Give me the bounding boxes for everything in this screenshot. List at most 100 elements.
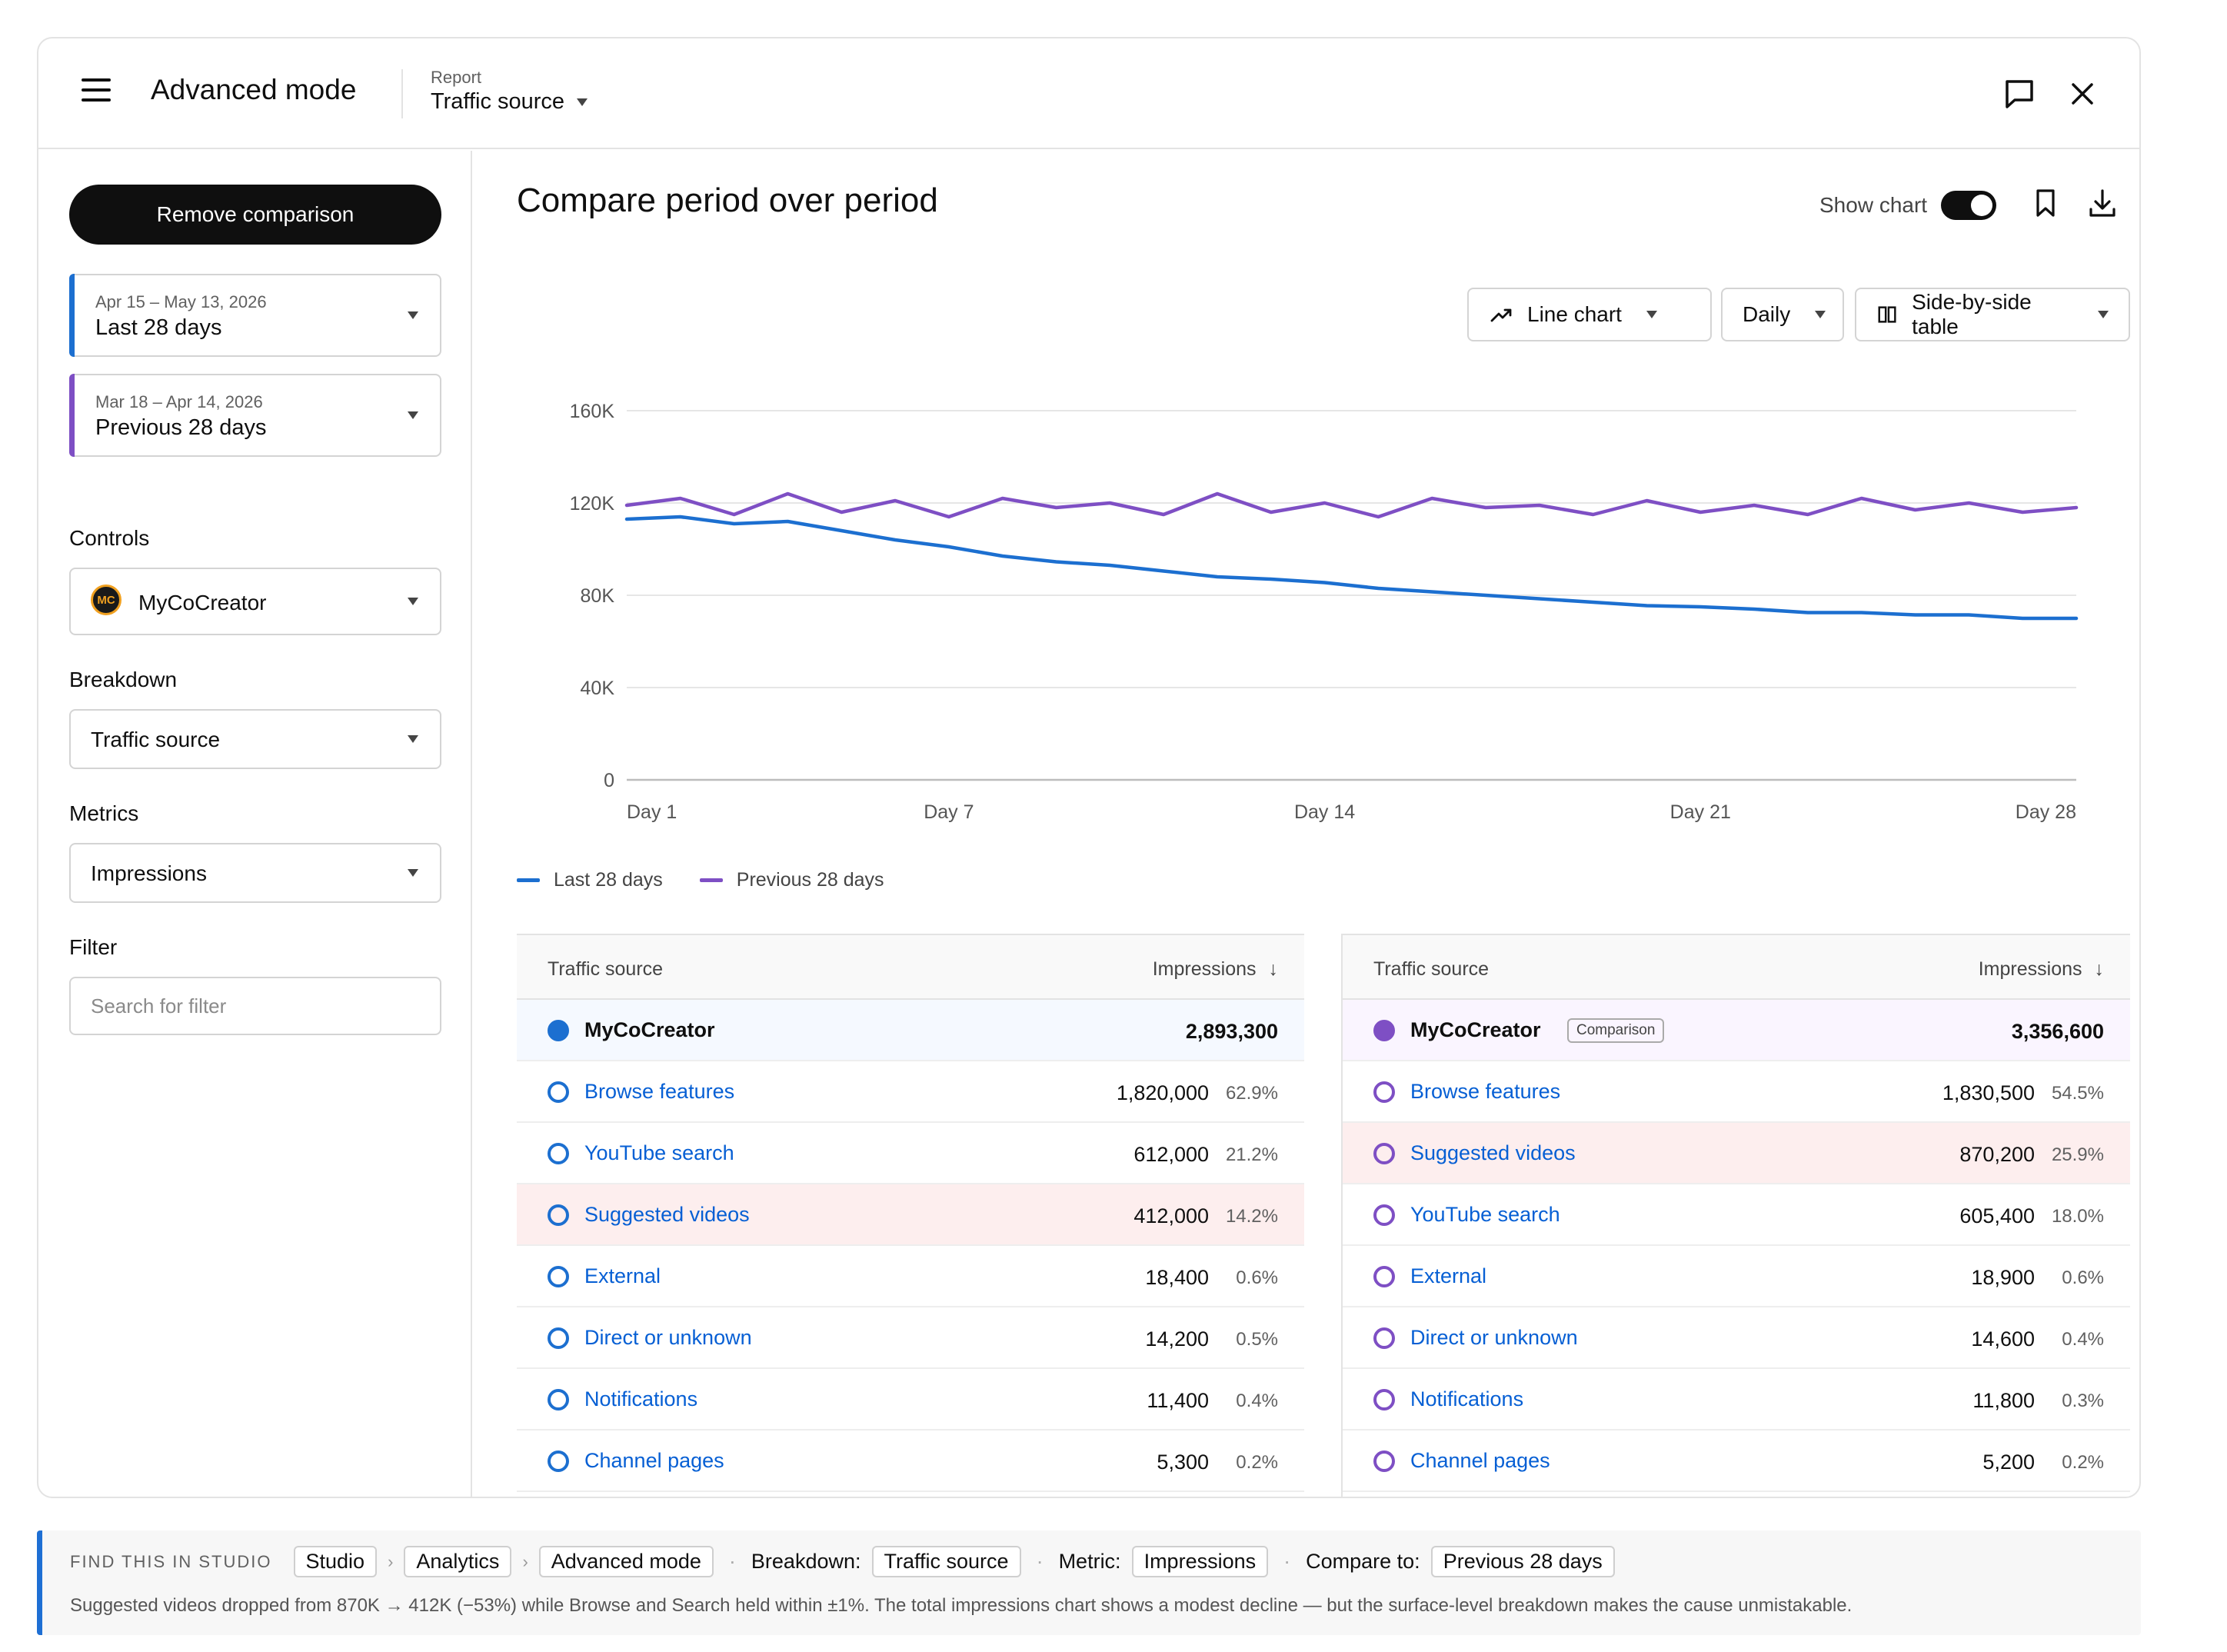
table-row[interactable]: Browse features 1,830,500 54.5% [1343,1061,2130,1123]
row-name[interactable]: YouTube search [1410,1203,1560,1226]
row-name[interactable]: Suggested videos [1410,1141,1576,1164]
series-toggle-icon[interactable] [1373,1204,1395,1226]
row-value: 605,400 [1959,1204,2035,1227]
crumb-analytics[interactable]: Analytics [404,1546,512,1577]
bookmark-button[interactable] [2027,185,2064,221]
table-row[interactable]: Direct or unknown 14,200 0.5% [517,1307,1304,1369]
table-row[interactable]: Notifications 11,800 0.3% [1343,1369,2130,1431]
breakdown-hint-chip[interactable]: Traffic source [871,1546,1021,1577]
table-row-total[interactable]: MyCoCreator Comparison 3,356,600 [1343,1000,2130,1061]
filter-search-input[interactable] [69,977,441,1035]
crumb-advanced-mode[interactable]: Advanced mode [538,1546,714,1577]
caret-down-icon [408,411,418,419]
row-name[interactable]: Direct or unknown [584,1326,752,1349]
period-1-color-bar [69,274,75,357]
main-card: Advanced mode Report Traffic source Remo… [37,37,2141,1498]
table-row[interactable]: YouTube search 612,000 21.2% [517,1123,1304,1184]
row-name[interactable]: External [1410,1264,1487,1287]
row-percent: 21.2% [1225,1144,1278,1165]
row-value: 1,820,000 [1116,1081,1209,1104]
caret-down-icon [408,869,418,877]
row-name[interactable]: Channel pages [584,1449,724,1472]
app-title: Advanced mode [151,74,357,105]
row-name[interactable]: YouTube search [584,1141,734,1164]
series-toggle-icon[interactable] [1373,1081,1395,1103]
x-tick-label: Day 7 [924,801,974,823]
row-name[interactable]: Notifications [1410,1387,1524,1411]
column-header-impressions[interactable]: Impressions ↓ [1153,958,1278,981]
show-chart-toggle[interactable] [1941,191,1997,220]
table-row[interactable]: External 18,900 0.6% [1343,1246,2130,1307]
series-toggle-icon[interactable] [1373,1266,1395,1287]
row-percent: 25.9% [2051,1144,2104,1165]
series-toggle-icon[interactable] [548,1266,569,1287]
remove-comparison-button[interactable]: Remove comparison [69,185,441,245]
period-2-range: Mar 18 – Apr 14, 2026 [95,392,263,411]
interval-selector[interactable]: Daily [1721,288,1844,341]
series-toggle-icon[interactable] [1373,1327,1395,1349]
row-name[interactable]: Browse features [584,1080,735,1103]
controls-label: Controls [69,526,150,550]
series-toggle-icon[interactable] [1373,1389,1395,1411]
row-value: 612,000 [1133,1143,1209,1166]
menu-icon[interactable] [82,78,111,108]
table-row-total[interactable]: MyCoCreator 2,893,300 [517,1000,1304,1061]
row-name: MyCoCreator [584,1018,715,1041]
row-name[interactable]: Browse features [1410,1080,1561,1103]
column-header-impressions[interactable]: Impressions ↓ [1979,958,2104,981]
show-chart-label: Show chart [1819,193,1928,217]
row-name[interactable]: Suggested videos [584,1203,750,1226]
chart-type-selector[interactable]: Line chart [1467,288,1712,341]
table-row[interactable]: Channel pages 5,200 0.2% [1343,1431,2130,1492]
series-toggle-icon[interactable] [548,1389,569,1411]
series-toggle-icon[interactable] [1373,1143,1395,1164]
comparison-badge: Comparison [1567,1018,1665,1043]
series-toggle-icon[interactable] [548,1450,569,1472]
series-toggle-icon[interactable] [1373,1450,1395,1472]
row-value: 11,400 [1147,1389,1209,1412]
row-value: 11,800 [1972,1389,2035,1412]
series-toggle-icon[interactable] [548,1081,569,1103]
close-button[interactable] [2061,72,2104,115]
table-row[interactable]: Suggested videos 412,000 14.2% [517,1184,1304,1246]
table-header: Traffic source Impressions ↓ [517,934,1304,1000]
columns-icon [1878,306,1896,323]
chart-legend: Last 28 days Previous 28 days [517,869,884,891]
series-toggle-icon[interactable] [548,1143,569,1164]
x-tick-label: Day 28 [2016,801,2076,823]
sidebar: Remove comparison Apr 15 – May 13, 2026 … [38,151,472,1497]
series-toggle-icon[interactable] [1373,1020,1395,1041]
row-value: 870,200 [1959,1143,2035,1166]
table-row[interactable]: Suggested videos 870,200 25.9% [1343,1123,2130,1184]
crumb-studio[interactable]: Studio [293,1546,378,1577]
compare-hint-chip[interactable]: Previous 28 days [1430,1546,1615,1577]
period-1-selector[interactable]: Apr 15 – May 13, 2026 Last 28 days [69,274,441,357]
feedback-button[interactable] [1998,72,2041,115]
table-row[interactable]: External 18,400 0.6% [517,1246,1304,1307]
chart-type-label: Line chart [1527,302,1622,326]
series-toggle-icon[interactable] [548,1020,569,1041]
table-row[interactable]: YouTube search 605,400 18.0% [1343,1184,2130,1246]
table-row[interactable]: Channel pages 5,300 0.2% [517,1431,1304,1492]
series-toggle-icon[interactable] [548,1327,569,1349]
row-value: 18,400 [1145,1266,1209,1289]
period-2-selector[interactable]: Mar 18 – Apr 14, 2026 Previous 28 days [69,374,441,457]
row-percent: 14.2% [1225,1206,1278,1227]
table-mode-selector[interactable]: Side-by-side table [1855,288,2130,341]
row-name[interactable]: External [584,1264,661,1287]
metrics-selector[interactable]: Impressions [69,843,441,903]
row-name[interactable]: Direct or unknown [1410,1326,1578,1349]
controls-selector[interactable]: MC MyCoCreator [69,568,441,635]
table-row[interactable]: Direct or unknown 14,600 0.4% [1343,1307,2130,1369]
table-row[interactable]: Notifications 11,400 0.4% [517,1369,1304,1431]
breakdown-selector[interactable]: Traffic source [69,709,441,769]
series-toggle-icon[interactable] [548,1204,569,1226]
metric-hint-chip[interactable]: Impressions [1131,1546,1269,1577]
report-selector[interactable]: Traffic source [431,89,588,115]
table-row[interactable]: Browse features 1,820,000 62.9% [517,1061,1304,1123]
row-name[interactable]: Notifications [584,1387,698,1411]
chevron-right-icon: › [522,1551,528,1571]
download-button[interactable] [2084,185,2121,221]
row-name[interactable]: Channel pages [1410,1449,1550,1472]
caret-down-icon [408,311,418,319]
